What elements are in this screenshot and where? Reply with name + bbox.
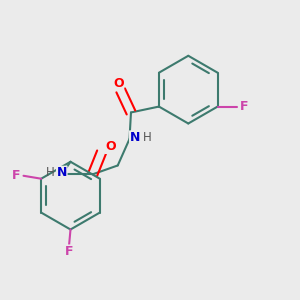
Text: H: H — [46, 166, 54, 179]
Text: O: O — [105, 140, 116, 153]
Text: N: N — [57, 166, 67, 179]
Text: H: H — [143, 131, 152, 144]
Text: F: F — [240, 100, 248, 113]
Text: O: O — [113, 76, 124, 89]
Text: F: F — [12, 169, 20, 182]
Text: F: F — [65, 245, 73, 258]
Text: N: N — [130, 131, 140, 144]
